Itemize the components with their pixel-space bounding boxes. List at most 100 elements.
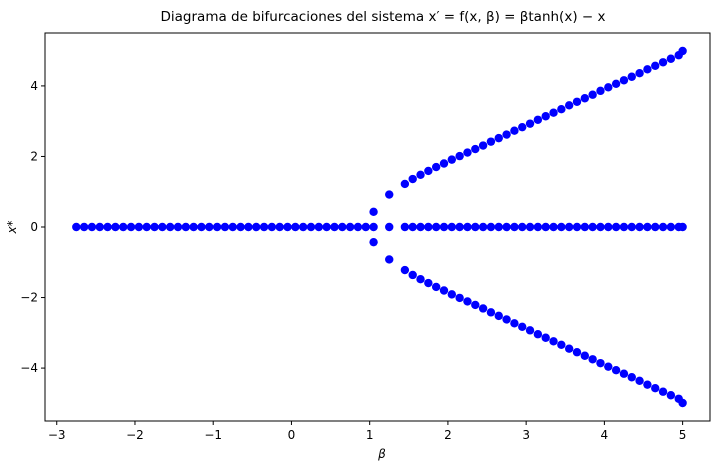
data-point-series-1 — [486, 137, 496, 146]
data-point-series-0 — [541, 222, 550, 232]
data-point-series-1 — [478, 141, 488, 150]
data-point-series-0 — [611, 222, 621, 232]
data-point-series-1 — [447, 155, 457, 164]
data-point-series-1 — [424, 166, 433, 176]
data-point-series-0 — [385, 222, 394, 232]
data-point-series-1 — [455, 151, 464, 161]
data-point-series-2 — [486, 308, 496, 317]
data-point-series-0 — [596, 222, 605, 232]
data-point-series-0 — [259, 222, 269, 232]
data-points — [72, 46, 687, 408]
data-point-series-0 — [228, 222, 237, 232]
data-point-series-0 — [126, 222, 136, 232]
data-point-series-2 — [635, 376, 644, 385]
x-tick-label: 3 — [522, 428, 530, 442]
data-point-series-1 — [611, 79, 621, 88]
data-point-series-0 — [322, 222, 331, 232]
data-point-series-0 — [275, 222, 284, 232]
data-point-series-1 — [439, 159, 449, 168]
data-point-series-2 — [478, 304, 488, 313]
y-axis: −4 −2 0 2 4 — [20, 79, 45, 375]
data-point-series-1 — [369, 207, 378, 217]
data-point-series-1 — [619, 76, 629, 85]
data-point-series-0 — [111, 222, 120, 232]
data-point-series-1 — [596, 86, 605, 96]
data-point-series-1 — [604, 83, 613, 92]
data-point-series-0 — [267, 222, 277, 232]
data-point-series-1 — [502, 130, 511, 139]
data-point-series-0 — [212, 222, 222, 232]
data-point-series-2 — [604, 362, 613, 371]
data-point-series-0 — [189, 222, 198, 232]
data-point-series-2 — [580, 351, 590, 360]
x-tick-label: −3 — [48, 428, 66, 442]
data-point-series-0 — [79, 222, 89, 232]
data-point-series-2 — [494, 311, 503, 321]
data-point-series-0 — [173, 222, 183, 232]
data-point-series-0 — [455, 222, 464, 232]
data-point-series-0 — [463, 222, 472, 232]
data-point-series-0 — [549, 222, 558, 232]
data-point-series-0 — [165, 222, 175, 232]
data-point-series-1 — [572, 97, 582, 106]
data-point-series-0 — [557, 222, 566, 232]
y-tick-label: 4 — [30, 79, 38, 93]
data-point-series-0 — [580, 222, 590, 232]
x-tick-label: 0 — [288, 428, 296, 442]
data-point-series-0 — [205, 222, 214, 232]
data-point-series-0 — [658, 222, 668, 232]
data-point-series-2 — [541, 333, 550, 342]
x-tick-label: 2 — [444, 428, 452, 442]
data-point-series-2 — [385, 255, 394, 264]
data-point-series-1 — [666, 54, 676, 63]
y-tick-label: 0 — [30, 220, 38, 234]
data-point-series-0 — [564, 222, 574, 232]
data-point-series-0 — [119, 222, 128, 232]
data-point-series-1 — [557, 104, 566, 114]
x-axis-label: β — [377, 447, 386, 461]
data-point-series-2 — [400, 265, 410, 275]
x-tick-label: 1 — [366, 428, 374, 442]
data-point-series-0 — [510, 222, 519, 232]
data-point-series-1 — [416, 170, 425, 179]
data-point-series-0 — [338, 222, 347, 232]
y-axis-label: x* — [5, 220, 19, 234]
data-point-series-1 — [651, 61, 660, 71]
data-point-series-1 — [431, 162, 441, 172]
data-point-series-0 — [134, 222, 144, 232]
data-point-series-2 — [619, 369, 629, 378]
data-point-series-0 — [486, 222, 496, 232]
data-point-series-0 — [330, 222, 339, 232]
data-point-series-0 — [643, 222, 652, 232]
data-point-series-0 — [103, 222, 112, 232]
data-point-series-2 — [439, 286, 449, 295]
data-point-series-2 — [588, 355, 597, 364]
data-point-series-2 — [572, 348, 582, 357]
data-point-series-0 — [306, 222, 316, 232]
data-point-series-0 — [298, 222, 308, 232]
data-point-series-0 — [150, 222, 159, 232]
data-point-series-2 — [455, 293, 464, 303]
data-point-series-0 — [431, 222, 441, 232]
data-point-series-0 — [314, 222, 324, 232]
data-point-series-0 — [525, 222, 535, 232]
data-point-series-0 — [424, 222, 433, 232]
data-point-series-2 — [408, 270, 417, 280]
data-point-series-0 — [502, 222, 511, 232]
data-point-series-1 — [494, 133, 503, 143]
data-point-series-0 — [627, 222, 636, 232]
data-point-series-2 — [518, 322, 527, 332]
data-point-series-0 — [369, 222, 378, 232]
x-tick-label: −1 — [204, 428, 222, 442]
data-point-series-1 — [471, 144, 480, 154]
data-point-series-2 — [471, 300, 480, 310]
data-point-series-2 — [510, 319, 519, 328]
data-point-series-1 — [533, 115, 543, 124]
data-point-series-0 — [471, 222, 480, 232]
data-point-series-0 — [588, 222, 597, 232]
data-point-series-1 — [463, 148, 472, 157]
data-point-series-0 — [400, 222, 410, 232]
data-point-series-2 — [416, 275, 425, 284]
data-point-series-2 — [643, 380, 652, 389]
